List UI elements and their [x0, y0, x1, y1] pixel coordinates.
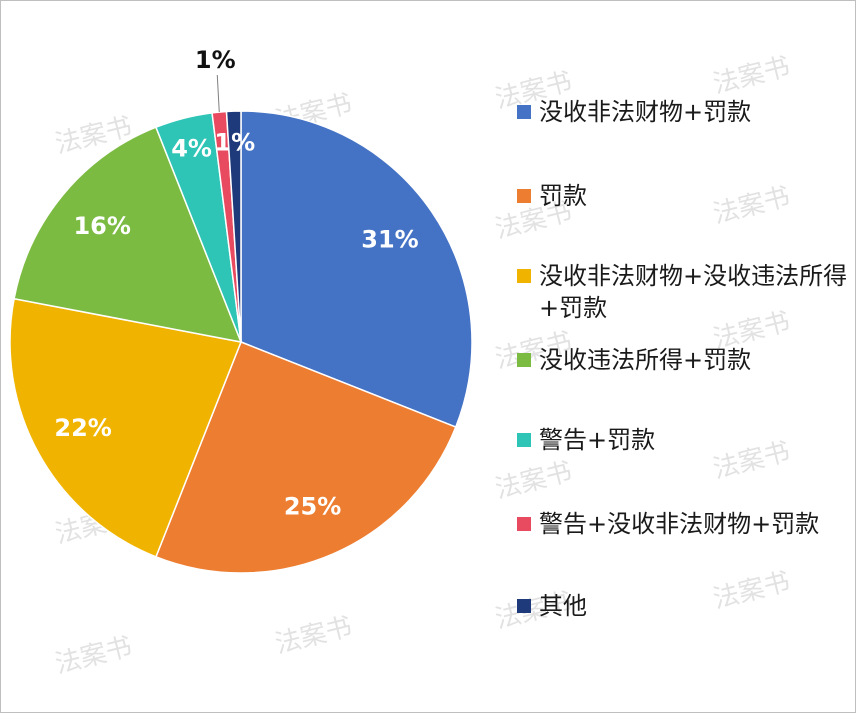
legend-item-0: 没收非法财物+罚款 — [517, 96, 852, 128]
legend-swatch — [517, 517, 531, 531]
legend-swatch — [517, 599, 531, 613]
legend-label: 罚款 — [539, 182, 587, 210]
data-label-3: 16% — [73, 212, 130, 240]
legend-item-3: 没收违法所得+罚款 — [517, 344, 852, 376]
legend-label: 其他 — [539, 592, 587, 620]
legend-label: 警告+罚款 — [539, 426, 656, 454]
legend-item-1: 罚款 — [517, 180, 852, 212]
legend-item-6: 其他 — [517, 590, 852, 622]
legend-label: 没收非法财物+没收违法所得+罚款 — [539, 262, 848, 322]
data-label-0: 31% — [361, 226, 418, 254]
pie-slice-3 — [13, 126, 243, 343]
legend-swatch — [517, 269, 531, 283]
legend-label: 没收违法所得+罚款 — [539, 346, 752, 374]
pie-slice-6 — [225, 110, 242, 343]
leader-line-5 — [216, 74, 220, 113]
legend-swatch — [517, 189, 531, 203]
pie-slices — [9, 110, 473, 574]
pie-slice-0 — [240, 110, 473, 429]
legend-label: 没收非法财物+罚款 — [539, 98, 752, 126]
data-label-5: 1% — [195, 46, 236, 74]
legend-item-5: 警告+没收非法财物+罚款 — [517, 508, 852, 540]
pie-data-labels: 31%25%22%16%4%1%1% — [54, 46, 418, 520]
data-label-1: 25% — [284, 492, 341, 520]
data-label-6: 1% — [214, 128, 255, 156]
data-label-2: 22% — [54, 414, 111, 442]
legend-swatch — [517, 353, 531, 367]
pie-slice-2 — [9, 297, 243, 558]
pie-slice-1 — [154, 341, 457, 574]
legend-item-4: 警告+罚款 — [517, 424, 852, 456]
legend-item-2: 没收非法财物+没收违法所得+罚款 — [517, 260, 852, 324]
legend-label: 警告+没收非法财物+罚款 — [539, 510, 820, 538]
legend-swatch — [517, 433, 531, 447]
legend-swatch — [517, 105, 531, 119]
data-label-4: 4% — [171, 135, 212, 163]
